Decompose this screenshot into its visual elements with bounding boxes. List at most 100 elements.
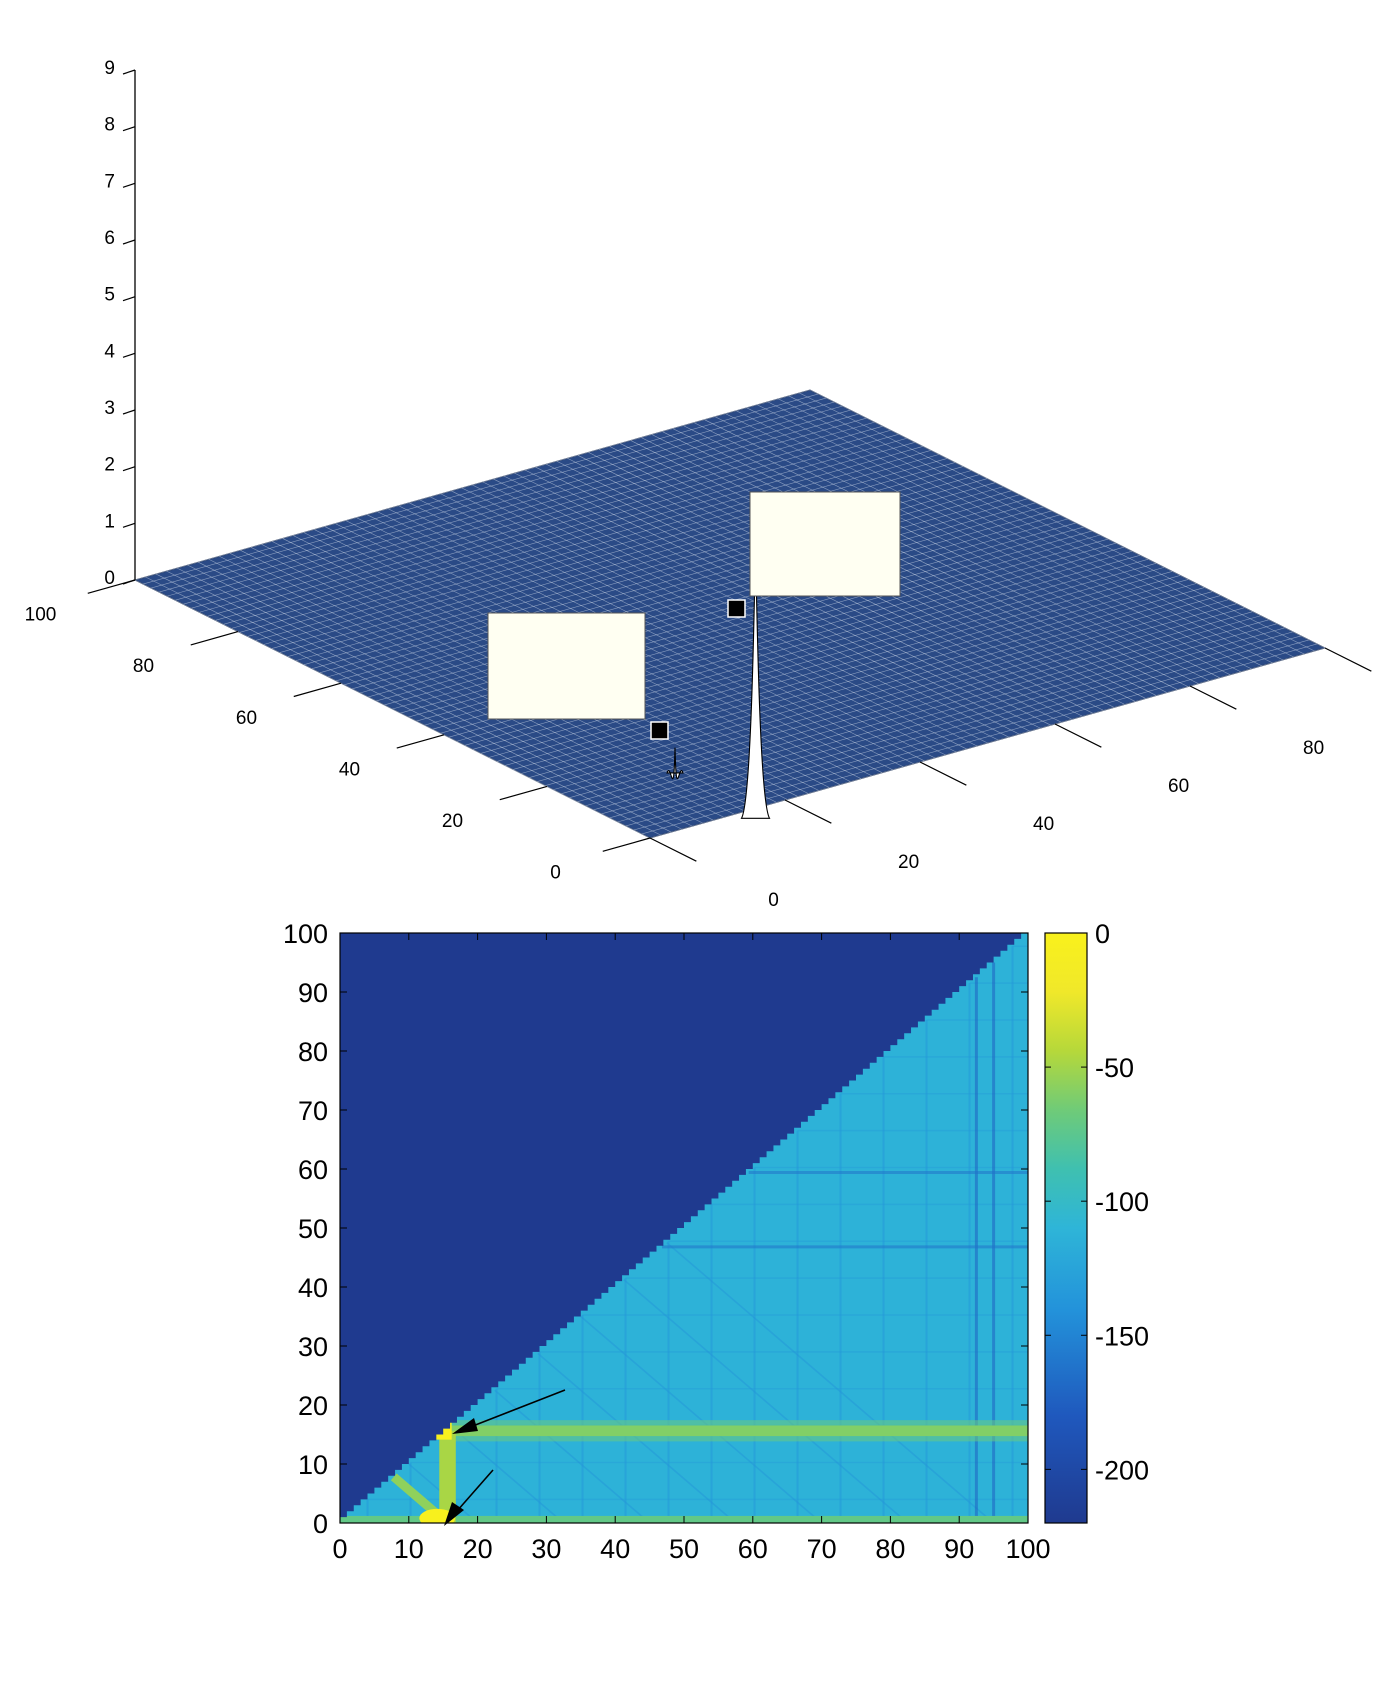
annotation-15-63-15-63 — [452, 1389, 566, 1434]
f1-tick — [1324, 647, 1372, 672]
z-tick-label: 3 — [104, 398, 115, 419]
annotation-15-63-0 — [444, 1469, 494, 1526]
f2-tick — [293, 682, 342, 698]
heatmap-x-tick-label: 60 — [738, 1534, 768, 1564]
mesh-line-f1 — [757, 404, 1273, 664]
heatmap-y-tick-label: 40 — [298, 1273, 328, 1303]
heatmap-x-tick-label: 90 — [944, 1534, 974, 1564]
heatmap-y-tick-label: 20 — [298, 1391, 328, 1421]
mesh-line-f2 — [207, 425, 883, 617]
heatmap-x-tick-label: 10 — [394, 1534, 424, 1564]
colorbar-ticks: 0 -50 -100 -150 -200 — [1045, 919, 1149, 1485]
mesh-line-f1 — [662, 431, 1178, 690]
mesh-line-f1 — [525, 469, 1041, 729]
z-tick — [122, 296, 136, 302]
f1-tick-label: 20 — [898, 852, 919, 873]
mesh-line-f2 — [344, 494, 1020, 686]
heatmap-y-tick-label: 30 — [298, 1332, 328, 1362]
z-tick-label: 2 — [104, 455, 115, 476]
z-tick — [122, 182, 136, 188]
f2-tick-label: 100 — [25, 605, 57, 626]
heatmap-x-tick-label: 50 — [669, 1534, 699, 1564]
heatmap-x-tick-label: 100 — [1005, 1534, 1050, 1564]
mesh-line-f2 — [360, 502, 1036, 694]
mesh-line-f1 — [704, 419, 1220, 678]
mesh-line-f1 — [504, 475, 1020, 735]
texture-antidiagonal — [666, 1242, 995, 1523]
heatmap-x-ticks: 0 10 20 30 40 50 60 70 80 90 100 — [332, 933, 1051, 1564]
colorbar-tick-label: -200 — [1095, 1455, 1149, 1485]
f2-tick-label: 20 — [442, 811, 463, 832]
f2-tick — [602, 837, 651, 852]
heatmap-x-tick-label: 70 — [807, 1534, 837, 1564]
f1-tick — [919, 761, 967, 786]
mesh-line-f2 — [199, 421, 875, 613]
texture-antidiagonal — [494, 1389, 651, 1523]
z-tick-label: 0 — [104, 568, 115, 589]
z-tick — [122, 409, 136, 415]
mesh-line-f2 — [263, 454, 939, 645]
heatmap-y-tick-label: 100 — [283, 919, 328, 949]
heatmap-y-tick-label: 50 — [298, 1214, 328, 1244]
heatmap-y-tick-label: 80 — [298, 1037, 328, 1067]
f2-tick — [190, 631, 239, 646]
mesh-line-f1 — [672, 428, 1189, 687]
f1-tick — [1189, 685, 1237, 710]
mesh-line-f2 — [183, 413, 859, 605]
heatmap-y-tick-label: 90 — [298, 978, 328, 1008]
f1-tick — [1054, 723, 1102, 748]
mesh-line-f2 — [167, 405, 843, 597]
mesh-line-f2 — [255, 450, 931, 641]
heatmap-y-tick-label: 10 — [298, 1450, 328, 1480]
colorbar-tick-label: -100 — [1095, 1187, 1149, 1217]
panel-b-heatmap: 0 10 20 30 40 50 60 70 80 90 100 0 10 20 30 40 50 60 70 80… — [283, 919, 1149, 1564]
z-axis-ticks: 0 1 2 3 4 5 6 7 8 9 — [104, 58, 136, 589]
colorbar: 0 -50 -100 -150 -200 — [1044, 919, 1149, 1524]
heatmap-y-tick-label: 70 — [298, 1096, 328, 1126]
mesh-line-f1 — [493, 478, 1009, 738]
f2-tick-label: 60 — [236, 708, 257, 729]
surface-peak — [666, 747, 684, 780]
colorbar-tick-label: -50 — [1095, 1053, 1134, 1083]
datatip-marker-small — [650, 721, 669, 740]
z-tick — [122, 126, 136, 132]
mesh-line-f1 — [746, 407, 1262, 667]
heatmap-y-ticks: 0 10 20 30 40 50 60 70 80 90 100 — [283, 919, 1028, 1539]
mesh-line-f2 — [151, 397, 827, 589]
z-tick — [122, 352, 136, 358]
mesh-line-f1 — [767, 401, 1283, 661]
mesh-line-f2 — [271, 458, 947, 649]
datatip-small-peak — [487, 612, 646, 720]
mesh-line-f1 — [788, 395, 1305, 655]
f2-tick-label: 0 — [550, 863, 561, 884]
z-tick — [122, 239, 136, 245]
mesh-line-f1 — [736, 410, 1252, 670]
f1-tick — [784, 799, 832, 824]
heatmap-x-tick-label: 0 — [332, 1534, 347, 1564]
mesh-line-f1 — [683, 425, 1199, 684]
f2-tick — [499, 785, 548, 801]
colorbar-tick-label: 0 — [1095, 919, 1110, 949]
heatmap-y-tick-label: 60 — [298, 1155, 328, 1185]
z-tick-label: 9 — [104, 58, 115, 79]
heatmap-y-tick-label: 0 — [313, 1509, 328, 1539]
texture-antidiagonal — [623, 1279, 909, 1523]
z-tick — [122, 466, 136, 472]
heatmap-x-tick-label: 80 — [875, 1534, 905, 1564]
mesh-line-f2 — [231, 438, 907, 629]
mesh-line-f1 — [778, 398, 1294, 658]
mesh-line-f2 — [142, 393, 819, 585]
f2-axis-ticks: 0 20 40 60 80 100 — [25, 579, 651, 884]
heatmap-upper-triangle — [340, 933, 1028, 1523]
f1-tick-label: 0 — [768, 890, 779, 911]
f2-tick — [87, 579, 136, 594]
mesh-line-f1 — [725, 413, 1241, 673]
mesh-line-f2 — [215, 430, 891, 621]
f1-tick — [649, 837, 697, 862]
mesh-line-f2 — [352, 498, 1028, 690]
f2-tick — [396, 734, 445, 749]
texture-antidiagonal — [580, 1315, 823, 1523]
